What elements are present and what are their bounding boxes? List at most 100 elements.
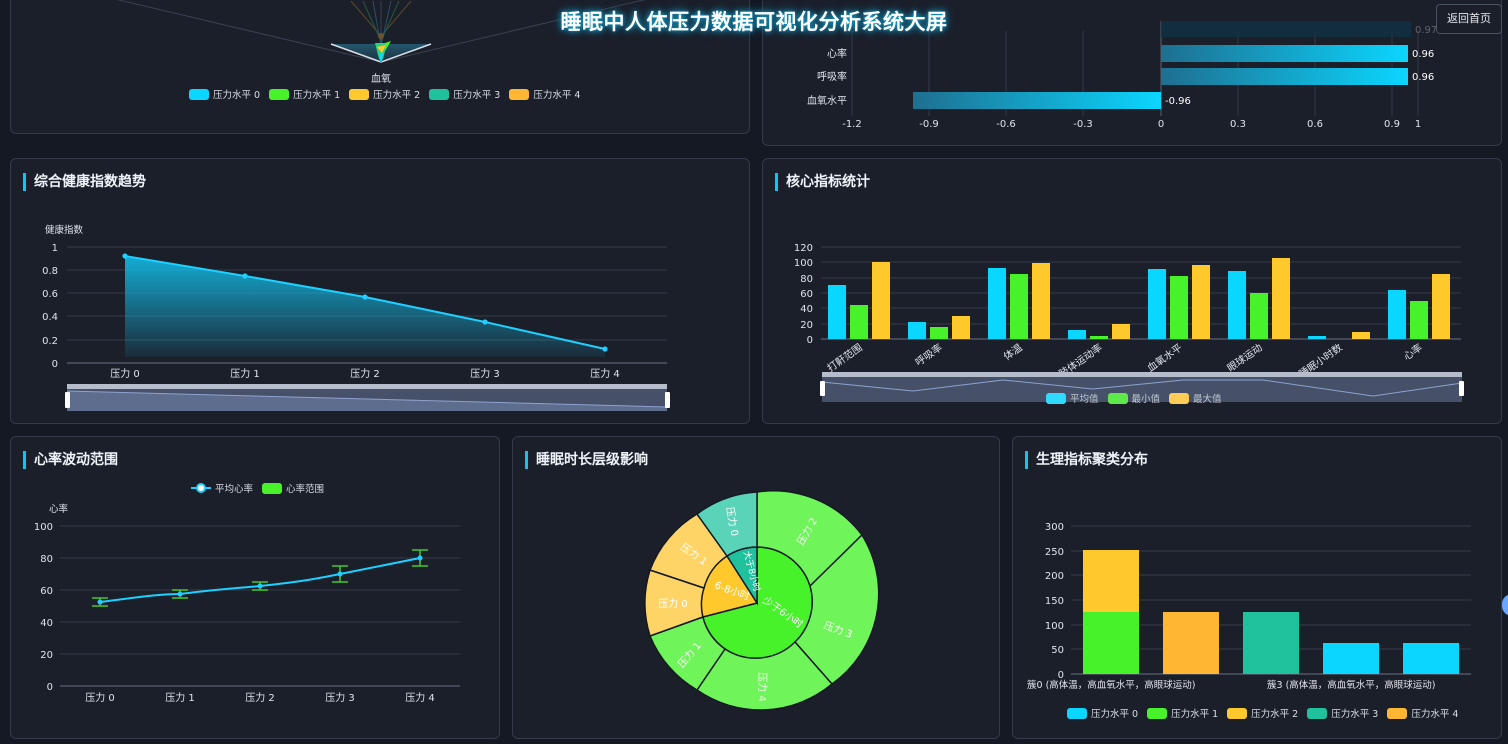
svg-text:1: 1	[52, 243, 58, 254]
legend-item-level3[interactable]: 压力水平 3	[1307, 706, 1378, 720]
svg-text:-0.9: -0.9	[919, 119, 939, 130]
svg-text:心率: 心率	[827, 47, 847, 60]
svg-text:压力 0: 压力 0	[110, 367, 140, 380]
bar-group-sleep-hours[interactable]	[1308, 332, 1370, 339]
panel-title: 生理指标聚类分布	[1025, 451, 1148, 469]
page-title: 睡眠中人体压力数据可视化分析系统大屏	[560, 10, 948, 34]
data-zoom-slider[interactable]	[65, 384, 670, 411]
svg-text:20: 20	[800, 320, 813, 331]
bar-group-resp[interactable]	[908, 316, 970, 339]
legend-item-level1[interactable]: 压力水平 1	[1147, 706, 1218, 720]
zoom-handle-left[interactable]	[65, 392, 70, 408]
bar-group-snore[interactable]	[828, 262, 890, 339]
cluster-bar-2[interactable]	[1243, 612, 1299, 674]
svg-text:压力 1: 压力 1	[165, 691, 195, 704]
zoom-handle-right[interactable]	[1459, 381, 1464, 396]
svg-text:300: 300	[1045, 522, 1064, 533]
svg-text:100: 100	[794, 258, 813, 269]
legend-item-level2[interactable]: 压力水平 2	[349, 87, 420, 101]
radar-panel: 血氧 压力水平 0 压力水平 1 压力水平 2 压力水平 3 压力水平 4	[10, 0, 750, 134]
bar-group-limb[interactable]	[1068, 324, 1130, 339]
panel-title: 心率波动范围	[23, 451, 118, 469]
legend-item-level1[interactable]: 压力水平 1	[269, 87, 340, 101]
cluster-bar-3[interactable]	[1323, 643, 1379, 674]
svg-text:80: 80	[40, 554, 53, 565]
svg-text:40: 40	[800, 304, 813, 315]
corr-bar-resp-rate[interactable]	[1161, 68, 1408, 85]
heart-rate-chart: 心率 0 20 40 60 80 100	[34, 503, 460, 704]
sunburst-outer-stress0a[interactable]	[644, 569, 705, 637]
svg-text:200: 200	[1045, 571, 1064, 582]
legend-item-level3[interactable]: 压力水平 3	[429, 87, 500, 101]
page-header: 睡眠中人体压力数据可视化分析系统大屏 返回首页	[0, 0, 1508, 42]
svg-text:150: 150	[1045, 596, 1064, 607]
svg-text:簇3 (高体温，高血氧水平，高眼球运动): 簇3 (高体温，高血氧水平，高眼球运动)	[1267, 679, 1435, 691]
svg-text:簇0 (高体温，高血氧水平，高眼球运动): 簇0 (高体温，高血氧水平，高眼球运动)	[1027, 679, 1195, 691]
svg-text:压力 2: 压力 2	[350, 367, 380, 380]
floating-side-button[interactable]	[1502, 594, 1508, 616]
cluster-bar-0[interactable]	[1083, 550, 1139, 674]
svg-text:0.97: 0.97	[1415, 25, 1437, 36]
heart-rate-legend: 平均心率 心率范围	[191, 481, 324, 495]
corr-bar-blood-oxygen[interactable]	[913, 92, 1161, 109]
legend-item-avg-heart-rate[interactable]: 平均心率	[191, 481, 253, 495]
svg-text:0: 0	[807, 335, 813, 346]
zoom-handle-right[interactable]	[665, 392, 670, 408]
health-trend-panel: 综合健康指数趋势 健康指数 0 0.2 0.4 0.6 0.8 1	[10, 158, 750, 424]
panel-title: 睡眠时长层级影响	[525, 451, 648, 469]
legend-item-heart-rate-range[interactable]: 心率范围	[262, 481, 324, 495]
svg-text:100: 100	[34, 522, 53, 533]
svg-text:压力 3: 压力 3	[325, 691, 355, 704]
svg-text:1: 1	[1415, 119, 1421, 130]
bar-group-heart[interactable]	[1388, 274, 1450, 339]
sleep-panel: 睡眠时长层级影响 少于6小时 6-8小时 大于8小时 压力 2 压力 3 压力 …	[512, 436, 1000, 739]
bar-group-temp[interactable]	[988, 263, 1050, 339]
sunburst-outer-stress3[interactable]	[793, 533, 880, 686]
svg-text:-0.3: -0.3	[1073, 119, 1093, 130]
svg-text:心率: 心率	[49, 503, 69, 515]
legend-item-min[interactable]: 最小值	[1107, 391, 1160, 405]
cluster-bar-4[interactable]	[1403, 643, 1459, 674]
legend-item-level0[interactable]: 压力水平 0	[189, 87, 260, 101]
cluster-legend: 压力水平 0 压力水平 1 压力水平 2 压力水平 3 压力水平 4	[1067, 706, 1458, 720]
core-stats-chart: 0 20 40 60 80 100 120	[794, 243, 1464, 402]
legend-item-level2[interactable]: 压力水平 2	[1227, 706, 1298, 720]
svg-text:呼吸率: 呼吸率	[817, 70, 847, 83]
svg-text:血氧水平: 血氧水平	[807, 94, 847, 107]
svg-text:呼吸率: 呼吸率	[913, 341, 945, 369]
svg-text:20: 20	[40, 650, 53, 661]
bar-group-eye[interactable]	[1228, 258, 1290, 339]
svg-text:眼球运动: 眼球运动	[1224, 341, 1264, 375]
health-trend-chart: 健康指数 0 0.2 0.4 0.6 0.8 1 压力 0 压力 1 压力 2 …	[42, 224, 670, 411]
corr-bar-heart-rate[interactable]	[1161, 45, 1408, 62]
bar-group-oxygen[interactable]	[1148, 265, 1210, 339]
svg-text:50: 50	[1051, 645, 1064, 656]
home-button[interactable]: 返回首页	[1436, 4, 1502, 34]
sunburst-outer-stress0b[interactable]	[695, 491, 758, 558]
legend-item-avg[interactable]: 平均值	[1046, 391, 1099, 405]
svg-text:0.3: 0.3	[1230, 119, 1246, 130]
svg-text:0.6: 0.6	[1307, 119, 1323, 130]
svg-text:0.96: 0.96	[1412, 72, 1434, 83]
panel-title: 综合健康指数趋势	[23, 173, 146, 191]
svg-text:0.2: 0.2	[42, 336, 58, 347]
correlation-panel: 0.97 心率 呼吸率 血氧水平 0.96 0.96 -0.96 -1.2 -0…	[762, 0, 1502, 146]
cluster-chart: 0 50 100 150 200 250 300 簇0 (高体温，高血氧水平，高…	[1027, 522, 1471, 691]
cluster-bar-1[interactable]	[1163, 612, 1219, 674]
legend-item-level4[interactable]: 压力水平 4	[1387, 706, 1458, 720]
zoom-handle-left[interactable]	[820, 381, 825, 396]
correlation-chart: 0.97 心率 呼吸率 血氧水平 0.96 0.96 -0.96 -1.2 -0…	[807, 21, 1437, 130]
svg-text:0.8: 0.8	[42, 266, 58, 277]
data-zoom-slider[interactable]	[820, 372, 1464, 402]
svg-text:压力 0: 压力 0	[658, 597, 688, 610]
radar-chart: 血氧	[116, 0, 646, 85]
legend-item-level4[interactable]: 压力水平 4	[509, 87, 580, 101]
svg-text:-0.6: -0.6	[996, 119, 1016, 130]
legend-item-level0[interactable]: 压力水平 0	[1067, 706, 1138, 720]
legend-item-max[interactable]: 最大值	[1169, 391, 1222, 405]
core-stats-legend: 平均值 最小值 最大值	[1046, 391, 1222, 405]
svg-text:压力 3: 压力 3	[470, 367, 500, 380]
sunburst-outer-stress4[interactable]	[695, 640, 834, 711]
line-marker-icon	[191, 483, 211, 493]
svg-text:60: 60	[800, 289, 813, 300]
